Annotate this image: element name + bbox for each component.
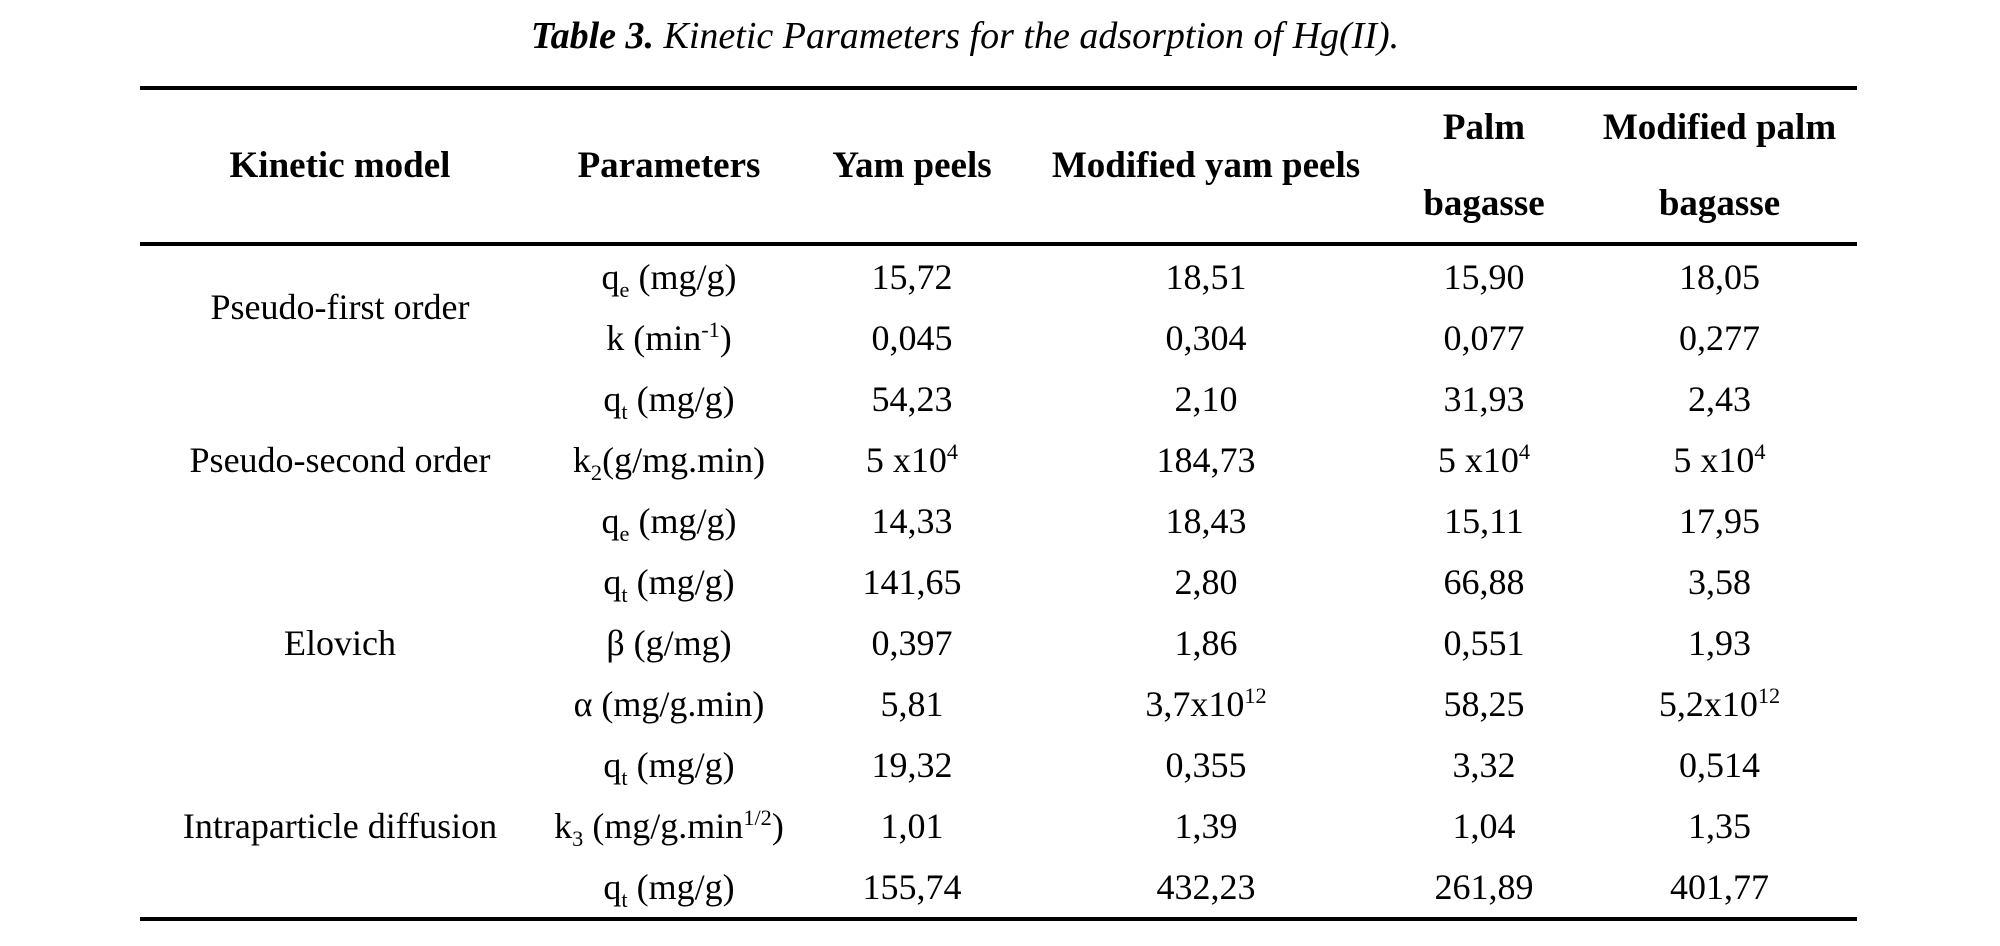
value-cell: 58,25 (1443, 683, 1525, 724)
column-header-label-line1: Palm (1442, 107, 1526, 148)
param-cell: qe (mg/g) (601, 256, 737, 302)
value-cell: 1,01 (880, 805, 944, 846)
column-header-modified-palm-bagasse: Modified palm bagasse (1582, 88, 1857, 246)
param-cell: qe (mg/g) (601, 500, 737, 546)
value-cell: 0,077 (1443, 317, 1525, 358)
value-cell: 1,35 (1688, 805, 1751, 846)
value-cell: 5 x104 (865, 438, 959, 480)
model-cell-elovich: Elovich (284, 622, 396, 663)
param-cell: qt (mg/g) (603, 378, 735, 424)
column-header-kinetic-model: Kinetic model (140, 88, 540, 246)
value-cell: 14,33 (871, 500, 953, 541)
param-cell: α (mg/g.min) (573, 683, 765, 724)
value-cell: 0,397 (871, 622, 953, 663)
column-header-label: Modified yam peels (1051, 145, 1361, 186)
table-row: qe (mg/g) 14,33 18,43 15,11 17,95 (140, 490, 1857, 551)
column-header-label: Kinetic model (229, 145, 451, 186)
header-row: Kinetic model Parameters Yam peels Modif… (140, 88, 1857, 246)
value-cell: 0,045 (871, 317, 953, 358)
table-row: Pseudo-second order qt (mg/g) 54,23 2,10… (140, 368, 1857, 480)
value-cell: 18,43 (1165, 500, 1247, 541)
value-cell: 19,32 (871, 744, 953, 785)
column-header-palm-bagasse: Palm bagasse (1386, 88, 1582, 246)
value-cell: 0,277 (1679, 317, 1760, 358)
value-cell: 3,58 (1688, 561, 1751, 602)
table-row: Elovich qt (mg/g) 141,65 2,80 66,88 3,58 (140, 551, 1857, 663)
table-row: k (min-1) 0,045 0,304 0,077 0,277 (140, 307, 1857, 368)
param-cell: qt (mg/g) (603, 561, 735, 607)
value-cell: 1,04 (1452, 805, 1516, 846)
value-cell: 261,89 (1434, 866, 1534, 907)
value-cell: 432,23 (1156, 866, 1256, 907)
value-cell: 3,7x1012 (1145, 682, 1267, 724)
value-cell: 0,355 (1165, 744, 1247, 785)
value-cell: 1,39 (1174, 805, 1238, 846)
param-cell: qt (mg/g) (603, 866, 735, 912)
table-row: Intraparticle diffusion qt (mg/g) 19,32 … (140, 734, 1857, 846)
value-cell: 2,43 (1688, 378, 1751, 419)
table-caption: Table 3. Kinetic Parameters for the adso… (0, 14, 1930, 58)
param-cell: k (min-1) (606, 316, 732, 358)
kinetic-parameters-table: Kinetic model Parameters Yam peels Modif… (140, 86, 1857, 921)
table-row: qt (mg/g) 155,74 432,23 261,89 401,77 (140, 856, 1857, 919)
column-header-label: Parameters (577, 145, 761, 186)
value-cell: 0,514 (1679, 744, 1760, 785)
value-cell: 66,88 (1443, 561, 1525, 602)
value-cell: 0,304 (1165, 317, 1247, 358)
value-cell: 2,10 (1174, 378, 1238, 419)
value-cell: 0,551 (1443, 622, 1525, 663)
value-cell: 31,93 (1443, 378, 1525, 419)
table-row: β (g/mg) 0,397 1,86 0,551 1,93 (140, 612, 1857, 673)
value-cell: 17,95 (1679, 500, 1760, 541)
value-cell: 1,86 (1174, 622, 1238, 663)
model-cell-pseudo-second-order: Pseudo-second order (189, 439, 491, 480)
value-cell: 141,65 (862, 561, 962, 602)
model-cell-intraparticle-diffusion: Intraparticle diffusion (182, 805, 498, 846)
value-cell: 15,72 (871, 256, 953, 297)
table-caption-text: Kinetic Parameters for the adsorption of… (663, 15, 1400, 57)
column-header-label-line1: Modified palm (1602, 107, 1837, 148)
value-cell: 5,2x1012 (1658, 682, 1781, 724)
value-cell: 15,11 (1444, 500, 1524, 541)
model-cell-pseudo-first-order: Pseudo-first order (210, 287, 470, 327)
value-cell: 184,73 (1156, 439, 1256, 480)
column-header-label-line2: bagasse (1658, 183, 1781, 224)
value-cell: 5 x104 (1673, 438, 1766, 480)
column-header-parameters: Parameters (540, 88, 798, 246)
value-cell: 1,93 (1688, 622, 1751, 663)
table-row: k3 (mg/g.min1/2) 1,01 1,39 1,04 1,35 (140, 795, 1857, 856)
column-header-modified-yam-peels: Modified yam peels (1026, 88, 1386, 246)
param-cell: qt (mg/g) (603, 744, 735, 790)
column-header-yam-peels: Yam peels (798, 88, 1026, 246)
value-cell: 5,81 (880, 683, 944, 724)
param-cell: β (g/mg) (606, 622, 732, 663)
param-cell: k2(g/mg.min) (572, 439, 766, 485)
table-row: k2(g/mg.min) 5 x104 184,73 5 x104 5 x104 (140, 429, 1857, 490)
value-cell: 5 x104 (1437, 438, 1531, 480)
column-header-label-line2: bagasse (1423, 183, 1545, 224)
value-cell: 2,80 (1174, 561, 1238, 602)
param-cell: k3 (mg/g.min1/2) (554, 804, 784, 851)
value-cell: 3,32 (1452, 744, 1516, 785)
column-header-label: Yam peels (832, 145, 992, 186)
value-cell: 18,05 (1679, 256, 1760, 297)
kinetic-parameters-table-wrap: Kinetic model Parameters Yam peels Modif… (140, 86, 1857, 921)
table-caption-label: Table 3. (530, 15, 654, 57)
table-row: Pseudo-first order qe (mg/g) 15,72 18,51… (140, 244, 1857, 328)
value-cell: 54,23 (871, 378, 953, 419)
value-cell: 15,90 (1443, 256, 1525, 297)
table-row: α (mg/g.min) 5,81 3,7x1012 58,25 5,2x101… (140, 673, 1857, 734)
value-cell: 401,77 (1670, 866, 1769, 907)
value-cell: 155,74 (862, 866, 962, 907)
value-cell: 18,51 (1165, 256, 1247, 297)
